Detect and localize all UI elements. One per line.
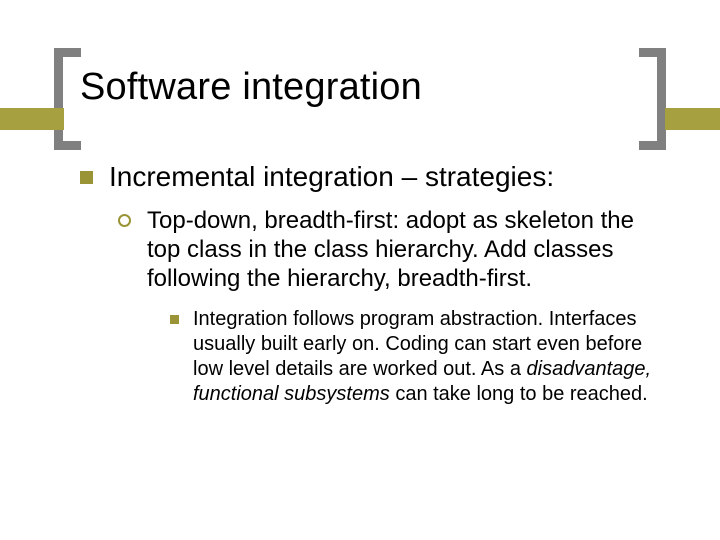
- level2-text: Top-down, breadth-first: adopt as skelet…: [147, 206, 660, 294]
- slide: Software integration Incremental integra…: [0, 0, 720, 540]
- bracket-left-decoration: [54, 48, 81, 150]
- bullet-level-1: Incremental integration – strategies:: [80, 160, 660, 194]
- square-bullet-icon: [170, 315, 179, 324]
- level1-text: Incremental integration – strategies:: [109, 160, 554, 194]
- bullet-level-3: Integration follows program abstraction.…: [170, 307, 660, 407]
- ring-bullet-icon: [118, 214, 131, 227]
- level3-plain-2: can take long to be reached.: [390, 383, 648, 405]
- title-band-left: [0, 108, 64, 130]
- slide-title: Software integration: [80, 66, 422, 109]
- bullet-level-2: Top-down, breadth-first: adopt as skelet…: [118, 206, 660, 294]
- slide-body: Incremental integration – strategies: To…: [80, 160, 660, 407]
- square-bullet-icon: [80, 171, 93, 184]
- title-band-right: [665, 108, 720, 130]
- bracket-right-decoration: [639, 48, 666, 150]
- level3-text: Integration follows program abstraction.…: [193, 307, 660, 407]
